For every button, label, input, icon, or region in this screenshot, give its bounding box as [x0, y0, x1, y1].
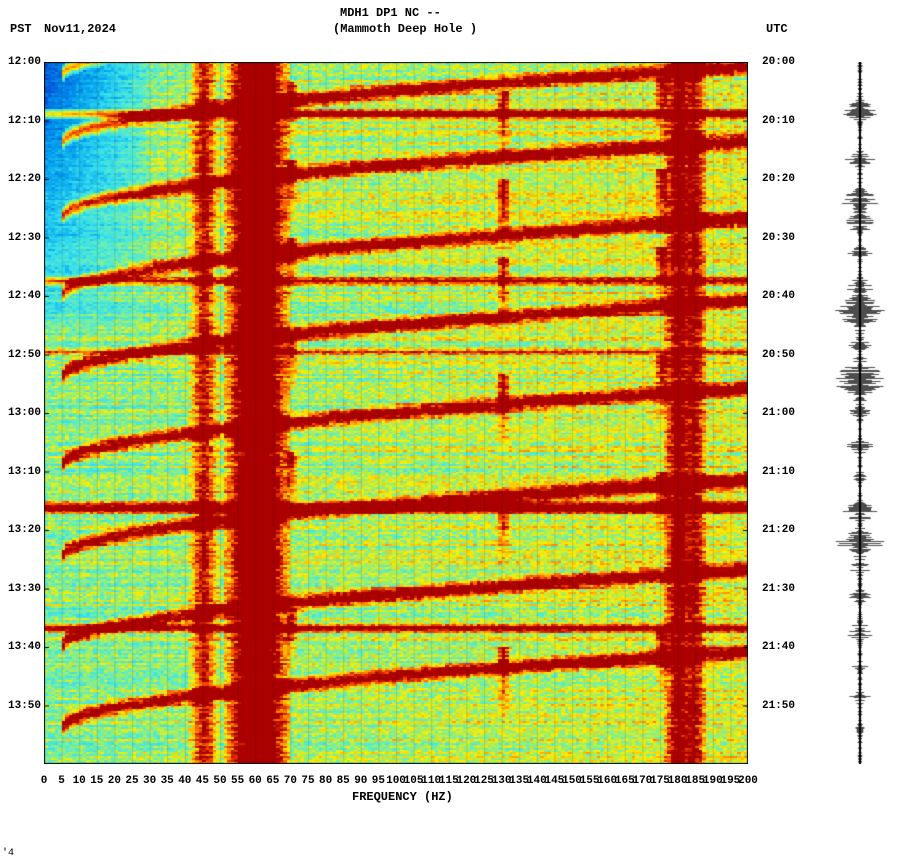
- yaxis-right-tick: 20:00: [762, 56, 795, 68]
- yaxis-right-tick: 20:50: [762, 349, 795, 361]
- title-line1: MDH1 DP1 NC --: [340, 6, 441, 20]
- spectrogram-figure: MDH1 DP1 NC -- (Mammoth Deep Hole ) PST …: [0, 0, 902, 864]
- xaxis-tick: 90: [354, 775, 367, 787]
- yaxis-right-tick: 21:30: [762, 583, 795, 595]
- xaxis-title: FREQUENCY (HZ): [352, 790, 453, 804]
- xaxis-tick: 20: [108, 775, 121, 787]
- yaxis-right-tick: 21:20: [762, 524, 795, 536]
- right-timezone: UTC: [766, 22, 788, 36]
- xaxis-tick: 80: [319, 775, 332, 787]
- xaxis-tick: 85: [337, 775, 350, 787]
- yaxis-left-tick: 12:20: [8, 173, 41, 185]
- yaxis-left-tick: 13:50: [8, 700, 41, 712]
- xaxis-tick: 0: [41, 775, 48, 787]
- yaxis-left-tick: 12:00: [8, 56, 41, 68]
- yaxis-right-tick: 20:10: [762, 115, 795, 127]
- yaxis-right-tick: 21:50: [762, 700, 795, 712]
- title-line2: (Mammoth Deep Hole ): [333, 22, 477, 36]
- xaxis-tick: 40: [178, 775, 191, 787]
- xaxis-tick: 70: [284, 775, 297, 787]
- yaxis-right-tick: 21:10: [762, 466, 795, 478]
- yaxis-right-tick: 20:30: [762, 232, 795, 244]
- xaxis-tick: 30: [143, 775, 156, 787]
- spectrogram-canvas: [44, 62, 748, 764]
- xaxis-tick: 25: [125, 775, 138, 787]
- yaxis-left-tick: 13:10: [8, 466, 41, 478]
- xaxis-tick: 5: [58, 775, 65, 787]
- yaxis-right-tick: 20:40: [762, 290, 795, 302]
- xaxis-tick: 75: [301, 775, 314, 787]
- xaxis-tick: 15: [90, 775, 103, 787]
- yaxis-right-tick: 21:00: [762, 407, 795, 419]
- yaxis-left-tick: 12:30: [8, 232, 41, 244]
- yaxis-left-tick: 12:10: [8, 115, 41, 127]
- xaxis-tick: 200: [738, 775, 758, 787]
- xaxis-tick: 60: [249, 775, 262, 787]
- yaxis-left-tick: 13:30: [8, 583, 41, 595]
- yaxis-right-tick: 20:20: [762, 173, 795, 185]
- xaxis-tick: 65: [266, 775, 279, 787]
- xaxis-tick: 45: [196, 775, 209, 787]
- yaxis-left-tick: 12:50: [8, 349, 41, 361]
- xaxis-tick: 55: [231, 775, 244, 787]
- xaxis-tick: 95: [372, 775, 385, 787]
- xaxis-tick: 10: [73, 775, 86, 787]
- xaxis-tick: 50: [213, 775, 226, 787]
- xaxis-tick: 35: [161, 775, 174, 787]
- corner-mark: '4: [2, 848, 14, 859]
- yaxis-left-tick: 13:00: [8, 407, 41, 419]
- yaxis-left-tick: 12:40: [8, 290, 41, 302]
- date-label: Nov11,2024: [44, 22, 116, 36]
- yaxis-left-tick: 13:20: [8, 524, 41, 536]
- yaxis-right-tick: 21:40: [762, 641, 795, 653]
- yaxis-left-tick: 13:40: [8, 641, 41, 653]
- left-timezone: PST: [10, 22, 32, 36]
- waveform-trace-canvas: [830, 62, 890, 764]
